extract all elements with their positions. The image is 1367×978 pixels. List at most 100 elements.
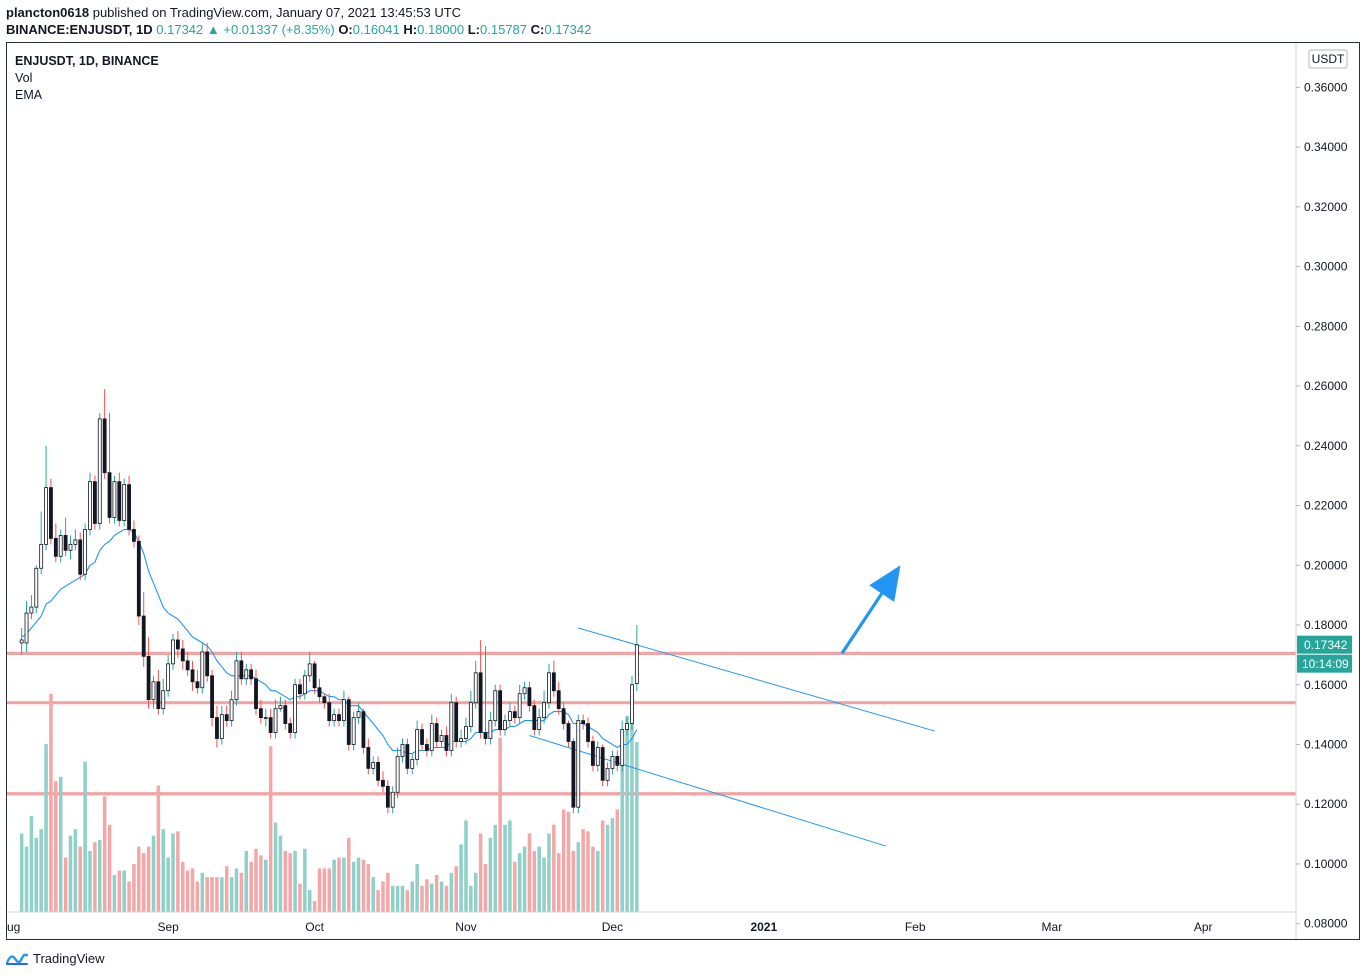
- candle[interactable]: [434, 717, 439, 748]
- candle[interactable]: [405, 738, 410, 775]
- candle[interactable]: [298, 678, 302, 700]
- candle[interactable]: [288, 717, 293, 739]
- candle[interactable]: [283, 699, 288, 730]
- candle[interactable]: [454, 696, 459, 748]
- candle[interactable]: [346, 696, 351, 751]
- candle[interactable]: [19, 628, 24, 655]
- candle[interactable]: [317, 678, 322, 703]
- candle[interactable]: [464, 717, 468, 745]
- candle[interactable]: [420, 723, 424, 751]
- candle[interactable]: [268, 708, 273, 739]
- candle[interactable]: [537, 708, 542, 736]
- candle[interactable]: [244, 663, 249, 685]
- candle[interactable]: [78, 532, 83, 581]
- candle[interactable]: [590, 735, 595, 772]
- candle[interactable]: [517, 684, 522, 724]
- candle[interactable]: [171, 633, 175, 670]
- candle[interactable]: [258, 699, 263, 724]
- candle[interactable]: [605, 762, 610, 787]
- candle[interactable]: [600, 744, 605, 787]
- candle[interactable]: [141, 592, 146, 667]
- channel-lower-line[interactable]: [529, 735, 887, 847]
- candle[interactable]: [527, 681, 532, 712]
- candle[interactable]: [29, 595, 34, 620]
- candle[interactable]: [522, 681, 527, 700]
- candle[interactable]: [185, 651, 190, 676]
- candle[interactable]: [278, 696, 283, 712]
- candle[interactable]: [161, 678, 166, 715]
- footer-brand[interactable]: TradingView: [6, 951, 105, 966]
- candle[interactable]: [219, 705, 224, 745]
- candle[interactable]: [175, 630, 180, 658]
- candle[interactable]: [254, 669, 258, 715]
- legend-vol[interactable]: Vol: [15, 71, 33, 85]
- candle[interactable]: [88, 472, 92, 536]
- candle[interactable]: [49, 478, 53, 545]
- candle[interactable]: [620, 720, 625, 772]
- author-name[interactable]: plancton0618: [6, 5, 90, 20]
- candle[interactable]: [410, 753, 415, 775]
- candle[interactable]: [551, 660, 556, 697]
- candle[interactable]: [332, 708, 337, 727]
- candle[interactable]: [395, 747, 400, 799]
- candle[interactable]: [366, 738, 371, 775]
- candle[interactable]: [68, 535, 73, 560]
- candle[interactable]: [356, 702, 361, 724]
- candle[interactable]: [630, 675, 634, 730]
- candle[interactable]: [376, 756, 380, 787]
- candle[interactable]: [478, 639, 483, 739]
- candle[interactable]: [24, 601, 29, 652]
- candle[interactable]: [215, 705, 219, 748]
- candle[interactable]: [156, 669, 161, 715]
- candle[interactable]: [293, 678, 297, 739]
- candle[interactable]: [337, 708, 341, 727]
- currency-badge[interactable]: USDT: [1308, 49, 1348, 69]
- candle[interactable]: [229, 690, 234, 727]
- candle[interactable]: [498, 684, 503, 736]
- candle[interactable]: [263, 708, 268, 727]
- candle[interactable]: [127, 475, 131, 536]
- candle[interactable]: [390, 786, 395, 814]
- candle[interactable]: [424, 738, 429, 757]
- candle[interactable]: [249, 663, 254, 685]
- candle[interactable]: [547, 663, 551, 709]
- candle[interactable]: [195, 669, 200, 694]
- candle[interactable]: [556, 681, 561, 715]
- candle[interactable]: [39, 511, 44, 575]
- candle[interactable]: [273, 699, 278, 739]
- candle[interactable]: [439, 729, 444, 748]
- candle[interactable]: [302, 669, 307, 700]
- candle[interactable]: [210, 669, 214, 727]
- candle[interactable]: [512, 705, 517, 724]
- candle[interactable]: [327, 693, 332, 727]
- candle[interactable]: [415, 720, 420, 766]
- candle[interactable]: [107, 412, 112, 524]
- candle[interactable]: [166, 654, 171, 697]
- candle[interactable]: [532, 699, 537, 736]
- candle[interactable]: [351, 711, 356, 751]
- candle[interactable]: [53, 523, 58, 563]
- candle[interactable]: [117, 472, 122, 527]
- candle[interactable]: [488, 711, 493, 745]
- candle[interactable]: [224, 705, 229, 727]
- candle[interactable]: [322, 693, 327, 709]
- candle[interactable]: [581, 714, 586, 730]
- candle[interactable]: [92, 475, 97, 530]
- candle[interactable]: [444, 726, 449, 757]
- candle[interactable]: [312, 660, 317, 694]
- candle[interactable]: [190, 660, 195, 691]
- candle[interactable]: [112, 475, 117, 524]
- candle[interactable]: [239, 651, 244, 685]
- candle[interactable]: [634, 625, 639, 692]
- candle[interactable]: [83, 523, 88, 581]
- candle[interactable]: [459, 729, 463, 748]
- candle[interactable]: [385, 780, 390, 814]
- candle[interactable]: [146, 636, 151, 709]
- candle[interactable]: [400, 738, 405, 763]
- candle[interactable]: [576, 714, 581, 814]
- candle[interactable]: [566, 720, 571, 748]
- breakout-arrow[interactable]: [840, 565, 901, 655]
- candle[interactable]: [381, 771, 385, 793]
- candle[interactable]: [468, 690, 473, 733]
- candle[interactable]: [625, 717, 630, 736]
